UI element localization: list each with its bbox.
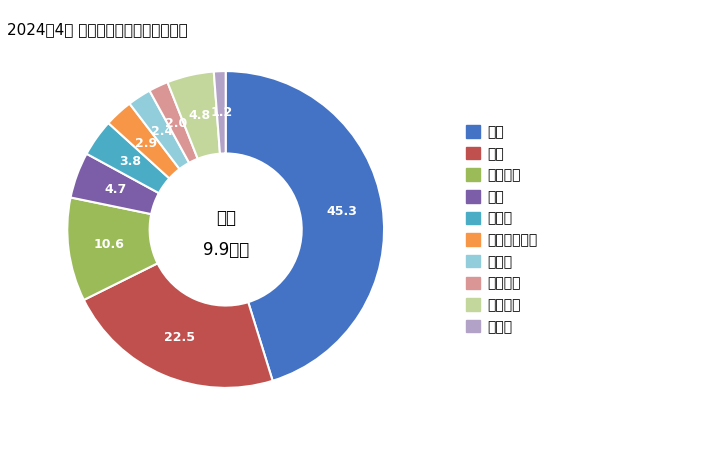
Text: 2.4: 2.4 xyxy=(151,125,173,138)
Wedge shape xyxy=(84,263,273,388)
Legend: 中国, 米国, ベトナム, 韓国, インド, フィンランド, ドイツ, イタリア, スペイン, その他: 中国, 米国, ベトナム, 韓国, インド, フィンランド, ドイツ, イタリア… xyxy=(462,121,542,338)
Wedge shape xyxy=(130,90,189,169)
Wedge shape xyxy=(87,123,170,193)
Text: 10.6: 10.6 xyxy=(94,238,125,251)
Text: 9.9億円: 9.9億円 xyxy=(202,241,249,259)
Text: 1.2: 1.2 xyxy=(210,106,232,119)
Text: 2.9: 2.9 xyxy=(135,137,157,150)
Wedge shape xyxy=(149,82,198,163)
Text: 4.7: 4.7 xyxy=(105,183,127,196)
Text: 2.0: 2.0 xyxy=(165,117,187,130)
Wedge shape xyxy=(167,72,220,159)
Wedge shape xyxy=(108,104,180,178)
Wedge shape xyxy=(226,71,384,381)
Text: 45.3: 45.3 xyxy=(326,206,357,218)
Wedge shape xyxy=(67,198,157,300)
Text: 22.5: 22.5 xyxy=(164,331,195,344)
Text: 4.8: 4.8 xyxy=(189,109,210,122)
Wedge shape xyxy=(214,71,226,154)
Text: 総額: 総額 xyxy=(215,209,236,227)
Text: 3.8: 3.8 xyxy=(119,155,141,168)
Text: 2024年4月 輸入相手国のシェア（％）: 2024年4月 輸入相手国のシェア（％） xyxy=(7,22,188,37)
Wedge shape xyxy=(71,154,159,214)
